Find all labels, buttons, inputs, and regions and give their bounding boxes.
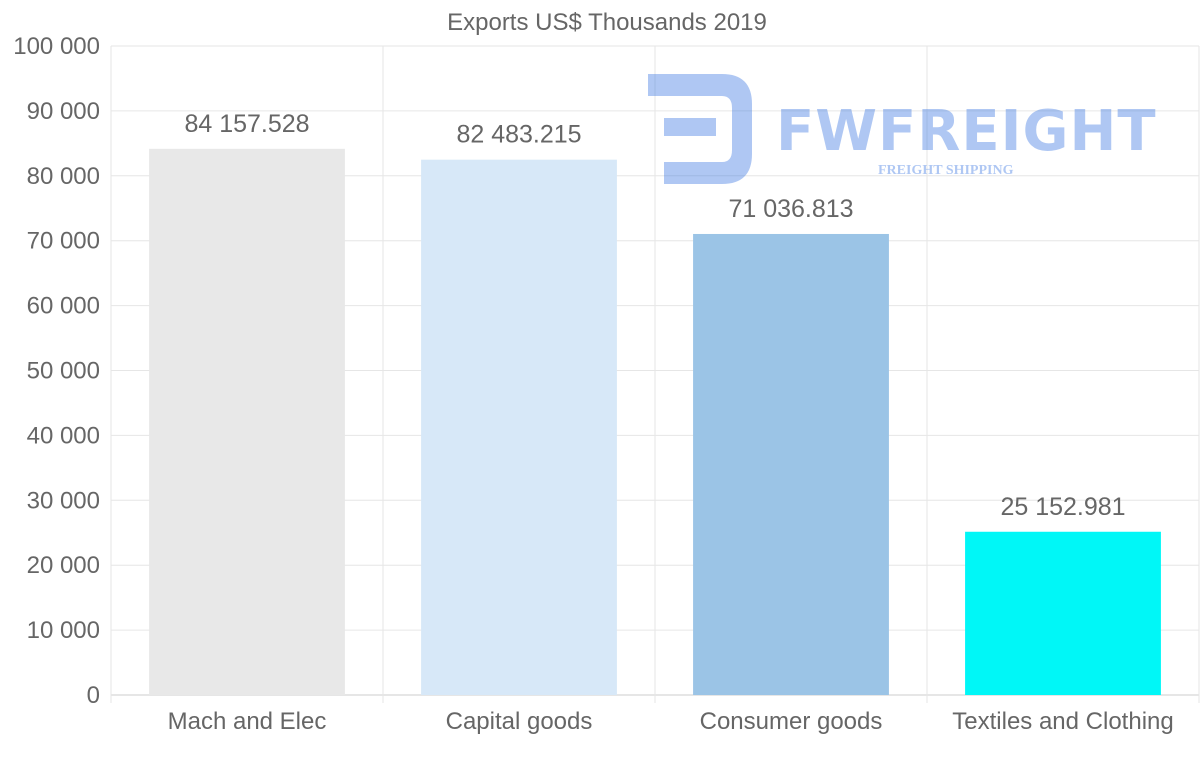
chart-title: Exports US$ Thousands 2019 <box>447 9 767 36</box>
data-label: 71 036.813 <box>728 195 853 223</box>
fwfreight-watermark: FWFREIGHT FREIGHT SHIPPING <box>648 74 1157 184</box>
y-tick-label: 50 000 <box>27 358 100 385</box>
x-tick-label: Capital goods <box>446 708 593 735</box>
bar-textiles-and-clothing[interactable] <box>965 531 1161 695</box>
bar-mach-and-elec[interactable] <box>149 148 345 696</box>
data-labels: 84 157.528 82 483.215 71 036.813 25 152.981 <box>184 110 1125 521</box>
x-tick-label: Consumer goods <box>700 708 883 735</box>
data-label: 25 152.981 <box>1000 493 1125 521</box>
y-tick-label: 80 000 <box>27 163 100 190</box>
watermark-tagline: FREIGHT SHIPPING <box>878 163 1014 178</box>
y-tick-label: 100 000 <box>13 33 100 60</box>
y-tick-label: 10 000 <box>27 617 100 644</box>
y-tick-label: 70 000 <box>27 228 100 255</box>
y-tick-label: 40 000 <box>27 422 100 449</box>
watermark-brand: FWFREIGHT <box>776 99 1157 164</box>
bars <box>149 148 1161 696</box>
y-tick-label: 30 000 <box>27 487 100 514</box>
x-tick-label: Textiles and Clothing <box>952 708 1173 735</box>
y-tick-label: 90 000 <box>27 98 100 125</box>
fwfreight-logo-icon <box>648 74 752 184</box>
x-tick-label: Mach and Elec <box>168 708 327 735</box>
data-label: 82 483.215 <box>456 121 581 149</box>
x-axis-ticks: Mach and Elec Capital goods Consumer goods… <box>168 708 1174 735</box>
bar-capital-goods[interactable] <box>421 159 617 695</box>
data-label: 84 157.528 <box>184 110 309 138</box>
y-axis-ticks: 0 10 000 20 000 30 000 40 000 50 000 60 000 70 … <box>13 33 100 709</box>
bar-consumer-goods[interactable] <box>693 233 889 696</box>
y-tick-label: 20 000 <box>27 552 100 579</box>
y-tick-label: 60 000 <box>27 293 100 320</box>
y-tick-label: 0 <box>87 682 100 709</box>
